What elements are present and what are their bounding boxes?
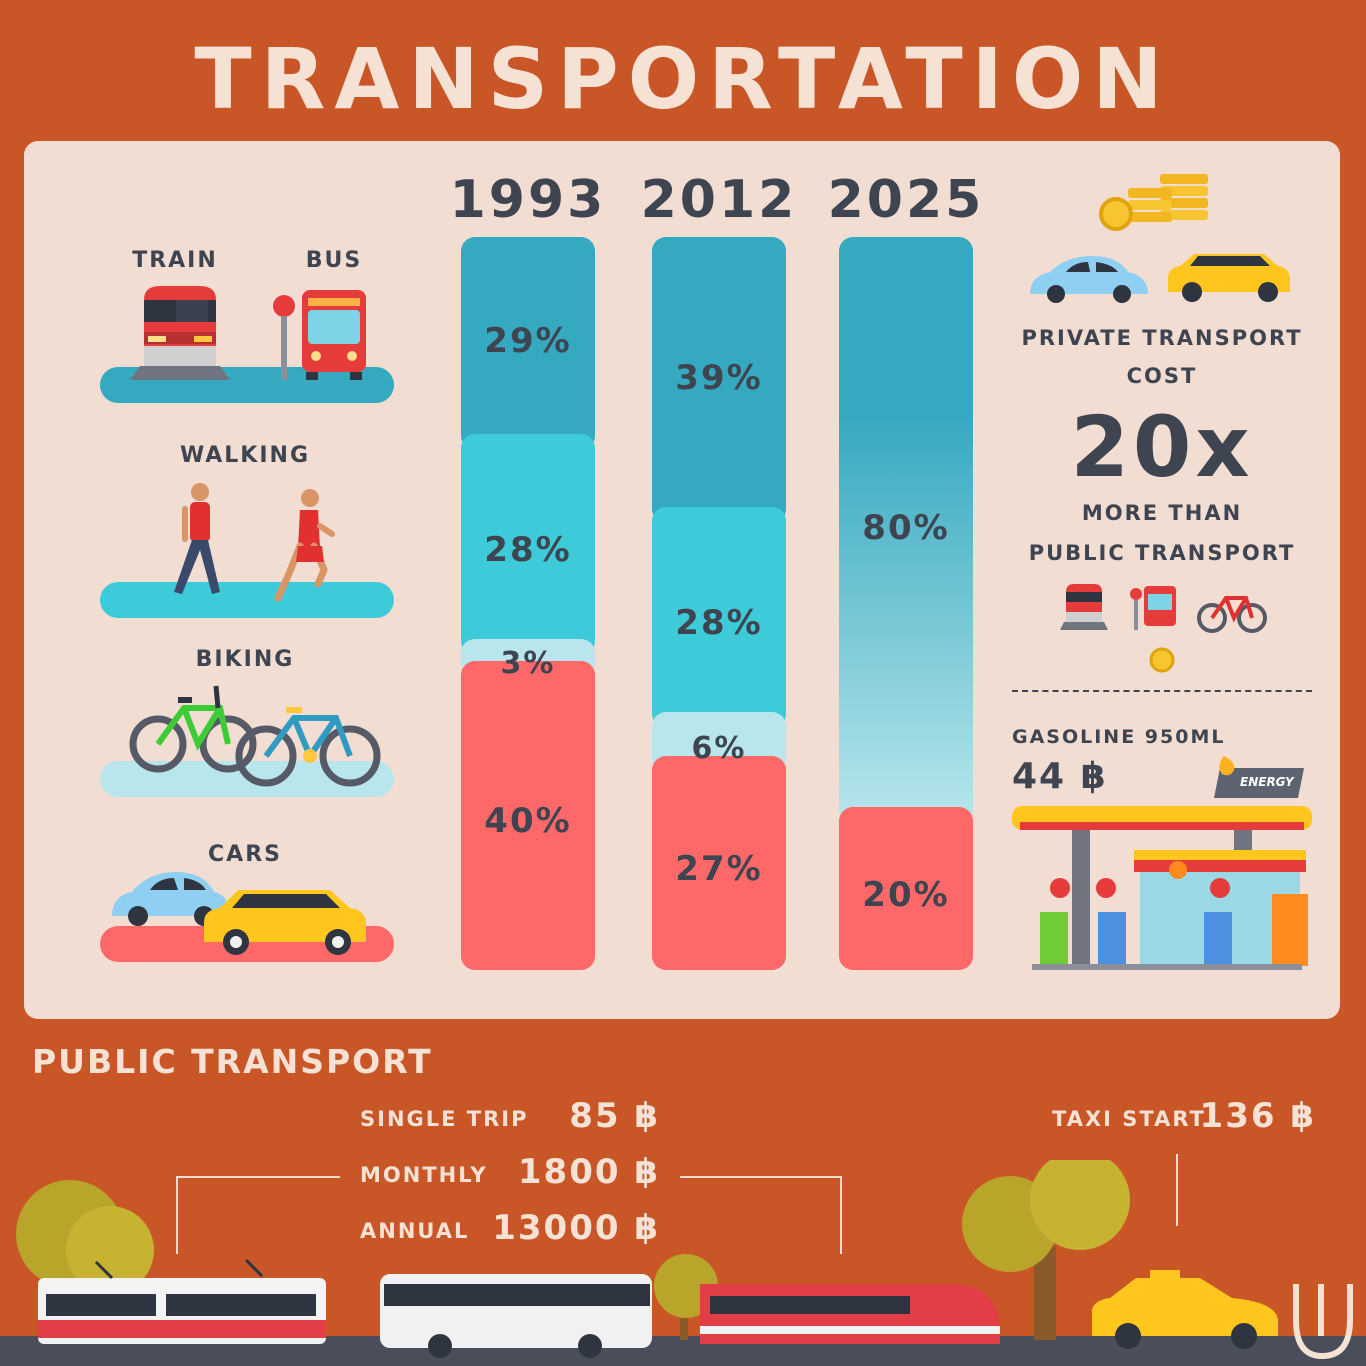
- mode-label-biking: BIKING: [195, 647, 295, 672]
- single-trip-value: 85 ฿: [569, 1096, 660, 1136]
- bar-label-1993-walking: 28%: [484, 530, 572, 571]
- taxi-connector-line: [1176, 1154, 1178, 1226]
- green-bike-icon: [129, 685, 257, 773]
- taxi-start-label: TAXI START: [1052, 1107, 1206, 1131]
- energy-sign: ENERGY: [1240, 775, 1294, 789]
- bar-label-2025-cars: 20%: [862, 874, 950, 915]
- year-label-2025: 2025: [827, 170, 985, 230]
- gasoline-price: 44 ฿: [1012, 756, 1108, 797]
- small-train-icon: [1060, 584, 1108, 630]
- yellow-mini-car-icon: [204, 890, 366, 955]
- small-bus-icon: [1130, 586, 1176, 630]
- bar-segment-2025-combined: [839, 237, 973, 824]
- small-coin-icon: [1149, 647, 1175, 673]
- bar-label-2012-biking: 6%: [691, 730, 747, 766]
- bar-label-1993-cars: 40%: [484, 801, 572, 842]
- single-trip-label: SINGLE TRIP: [360, 1107, 529, 1131]
- bar-segment-2012-cars: [652, 756, 786, 970]
- divider: [1012, 690, 1312, 692]
- cost-multiplier: 20x: [1070, 398, 1254, 496]
- connector-line-left-v: [176, 1176, 178, 1254]
- connector-line-right: [680, 1176, 842, 1178]
- bus-icon: [273, 290, 366, 380]
- gasoline-label: GASOLINE 950ML: [1012, 726, 1226, 748]
- bar-segment-2025-cars: [839, 807, 973, 970]
- blue-beetle-car-icon: [112, 872, 230, 926]
- walking-track: [100, 582, 394, 618]
- page-title: TRANSPORTATION: [194, 30, 1172, 128]
- running-person-icon: [274, 489, 335, 602]
- bar-segment-1993-train-bus: [461, 237, 595, 450]
- year-label-2012: 2012: [640, 170, 798, 230]
- bar-label-1993-train-bus: 29%: [484, 321, 572, 362]
- street-scene: [0, 1160, 1366, 1366]
- mode-label-bus: BUS: [305, 248, 363, 273]
- mode-label-train: TRAIN: [132, 248, 218, 273]
- public-transport-heading: PUBLIC TRANSPORT: [32, 1042, 433, 1081]
- cost-sub-line1: MORE THAN: [1081, 501, 1243, 525]
- small-bike-icon: [1197, 596, 1267, 633]
- private-cost-label-line1: PRIVATE TRANSPORT: [1021, 326, 1303, 350]
- coins-icon: [1099, 174, 1208, 231]
- annual-label: ANNUAL: [360, 1219, 470, 1243]
- monthly-label: MONTHLY: [360, 1163, 488, 1187]
- mode-label-cars: CARS: [208, 842, 282, 867]
- taxi-start-value: 136 ฿: [1199, 1096, 1316, 1136]
- year-label-1993: 1993: [449, 170, 607, 230]
- connector-line-left: [176, 1176, 340, 1178]
- walking-person-icon: [174, 483, 220, 594]
- train-icon: [130, 286, 230, 380]
- connector-line-right-v: [840, 1176, 842, 1254]
- bar-label-1993-biking: 3%: [500, 646, 556, 682]
- bar-label-2025-combined: 80%: [862, 508, 950, 549]
- gas-station-icon: [1012, 756, 1312, 970]
- bar-segment-1993-cars: [461, 660, 595, 970]
- mode-label-walking: WALKING: [179, 443, 311, 468]
- bar-segment-2012-walking: [652, 506, 786, 729]
- bar-segment-1993-walking: [461, 433, 595, 655]
- private-blue-car-icon: [1030, 256, 1148, 303]
- bar-label-2012-train-bus: 39%: [675, 357, 763, 398]
- bar-segment-2012-train-bus: [652, 237, 786, 523]
- bar-label-2012-walking: 28%: [675, 603, 763, 644]
- monthly-value: 1800 ฿: [517, 1152, 660, 1192]
- bar-label-2012-cars: 27%: [675, 848, 763, 889]
- annual-value: 13000 ฿: [492, 1208, 660, 1248]
- blue-bike-icon: [235, 707, 381, 787]
- private-yellow-car-icon: [1168, 254, 1290, 302]
- private-cost-label-line2: COST: [1126, 364, 1198, 388]
- cost-sub-line2: PUBLIC TRANSPORT: [1028, 541, 1296, 565]
